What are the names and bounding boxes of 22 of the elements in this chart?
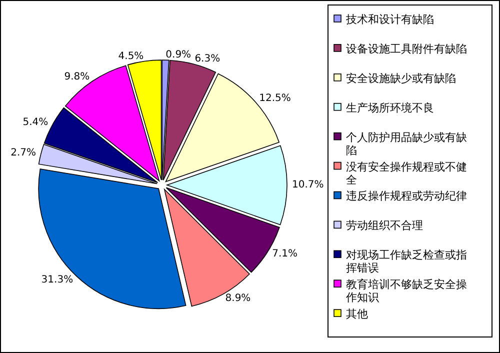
data-label: 9.8% bbox=[64, 71, 90, 82]
data-label: 6.3% bbox=[194, 54, 220, 65]
data-label: 10.7% bbox=[292, 180, 324, 191]
data-label: 0.9% bbox=[166, 50, 192, 61]
legend-label: 技术和设计有缺陷 bbox=[345, 13, 434, 26]
legend-label: 对现场工作缺乏检查或指挥错误 bbox=[346, 248, 467, 275]
legend-label: 安全设施缺少或有缺陷 bbox=[346, 72, 456, 85]
legend-label: 生产场所环境不良 bbox=[346, 101, 434, 114]
data-label: 7.1% bbox=[272, 248, 298, 260]
legend-label: 没有安全操作规程或不健全 bbox=[346, 160, 467, 186]
legend-label: 违反操作规程或劳动纪律 bbox=[346, 190, 467, 203]
legend-label: 设备设施工具附件有缺陷 bbox=[346, 42, 467, 56]
data-label: 4.5% bbox=[118, 50, 144, 62]
legend-label: 教育培训不够缺乏安全操作知识 bbox=[345, 278, 467, 304]
data-label: 2.7% bbox=[10, 147, 36, 158]
legend-label: 劳动组织不合理 bbox=[346, 219, 423, 232]
legend-label: 其他 bbox=[346, 308, 368, 321]
data-label: 31.3% bbox=[41, 274, 74, 286]
data-label: 5.4% bbox=[22, 116, 48, 128]
data-label: 8.9% bbox=[225, 293, 251, 304]
legend-label: 个人防护用品缺少或有缺陷 bbox=[346, 130, 467, 157]
data-label: 12.5% bbox=[259, 93, 291, 104]
